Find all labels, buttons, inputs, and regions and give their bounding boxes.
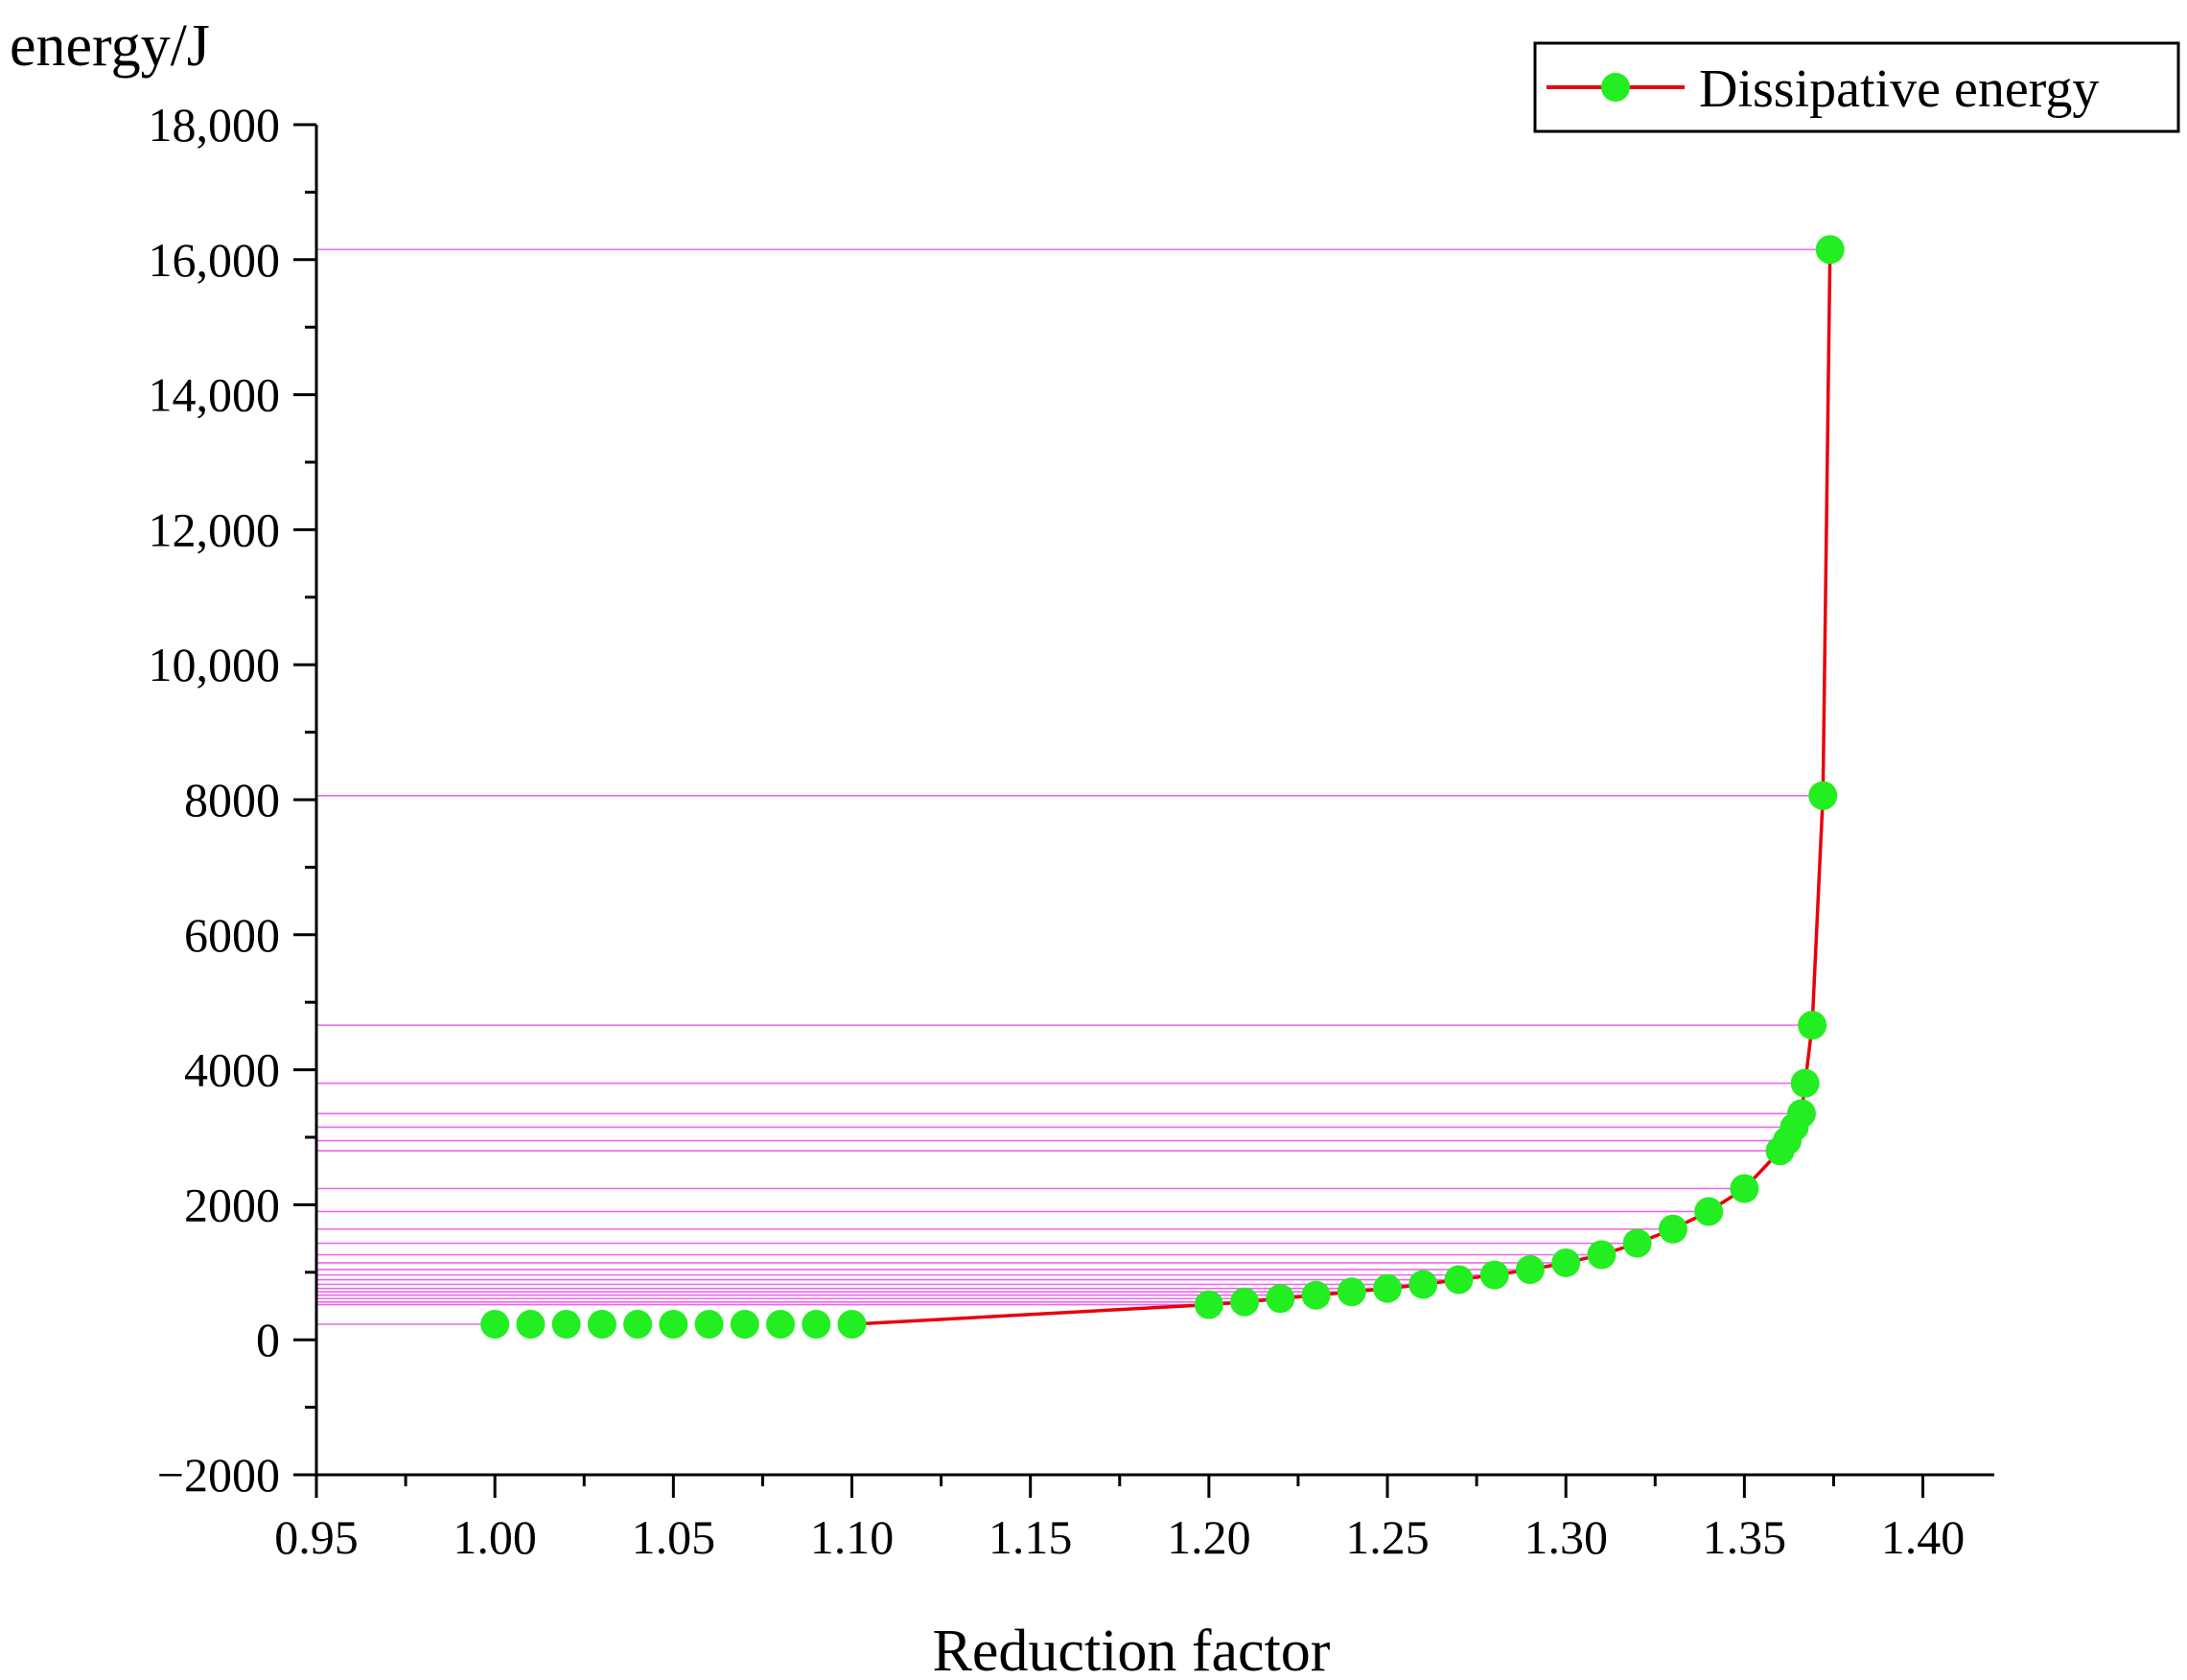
data-point <box>1337 1277 1366 1307</box>
data-point <box>1658 1214 1687 1244</box>
data-point <box>1694 1197 1724 1226</box>
data-point <box>480 1310 510 1340</box>
y-tick-label: 6000 <box>184 908 280 962</box>
data-point <box>1515 1254 1545 1284</box>
data-point <box>516 1310 546 1340</box>
data-point <box>1444 1265 1474 1295</box>
legend: Dissipative energy <box>1533 41 2180 133</box>
x-ticks: 0.95 1.00 1.05 1.10 1.15 1.20 1.25 1.30 1.35 1.40 <box>274 1475 1965 1564</box>
data-point <box>1301 1280 1331 1310</box>
x-tick-label: 0.95 <box>274 1510 359 1564</box>
x-tick-label: 1.15 <box>989 1510 1073 1564</box>
y-tick-label: −2000 <box>157 1448 280 1502</box>
data-point <box>837 1310 867 1340</box>
data-point <box>766 1310 796 1340</box>
y-tick-label: 16,000 <box>149 233 281 287</box>
data-point <box>587 1310 617 1340</box>
y-tick-label: 2000 <box>184 1178 280 1231</box>
data-point <box>1230 1287 1260 1317</box>
y-axis-title: energy/J <box>10 13 210 79</box>
data-point <box>1622 1228 1652 1258</box>
data-point <box>1373 1273 1403 1303</box>
data-point <box>1815 235 1845 265</box>
y-tick-label: 12,000 <box>149 502 281 556</box>
y-tick-label: 18,000 <box>149 98 281 152</box>
series-markers <box>480 235 1845 1340</box>
data-point <box>1266 1284 1295 1314</box>
data-point <box>1730 1174 1759 1203</box>
series-line <box>851 249 1832 1326</box>
y-tick-label: 14,000 <box>149 368 281 422</box>
data-point <box>1408 1270 1438 1299</box>
y-tick-label: 8000 <box>184 773 280 827</box>
axes <box>314 125 1994 1477</box>
x-tick-label: 1.00 <box>453 1510 537 1564</box>
y-tick-label: 0 <box>256 1313 280 1366</box>
x-tick-label: 1.35 <box>1703 1510 1787 1564</box>
guide-lines <box>316 248 1830 1325</box>
data-point <box>1479 1260 1509 1290</box>
legend-label: Dissipative energy <box>1699 59 2099 119</box>
data-point <box>694 1310 724 1340</box>
data-point <box>802 1310 831 1340</box>
data-point <box>730 1310 759 1340</box>
y-ticks: −2000 0 2000 4000 6000 8000 10,000 12,000 14,000… <box>149 98 316 1502</box>
data-point <box>659 1310 688 1340</box>
x-tick-label: 1.30 <box>1524 1510 1608 1564</box>
data-point <box>1194 1290 1223 1319</box>
data-point <box>551 1310 581 1340</box>
data-point <box>1808 781 1838 810</box>
x-tick-label: 1.05 <box>632 1510 716 1564</box>
data-point <box>1798 1011 1827 1040</box>
data-point <box>623 1310 653 1340</box>
y-tick-label: 4000 <box>184 1043 280 1097</box>
data-point <box>1790 1068 1820 1098</box>
y-tick-label: 10,000 <box>149 638 281 691</box>
x-tick-label: 1.25 <box>1345 1510 1430 1564</box>
x-axis-title: Reduction factor <box>933 1619 1331 1680</box>
data-point <box>1587 1240 1617 1270</box>
x-tick-label: 1.20 <box>1167 1510 1251 1564</box>
x-tick-label: 1.10 <box>810 1510 895 1564</box>
data-point <box>1551 1248 1581 1277</box>
series-dissipative-energy <box>480 235 1845 1340</box>
legend-marker-sample <box>1601 73 1630 102</box>
x-tick-label: 1.40 <box>1881 1510 1966 1564</box>
data-point <box>1786 1099 1816 1129</box>
